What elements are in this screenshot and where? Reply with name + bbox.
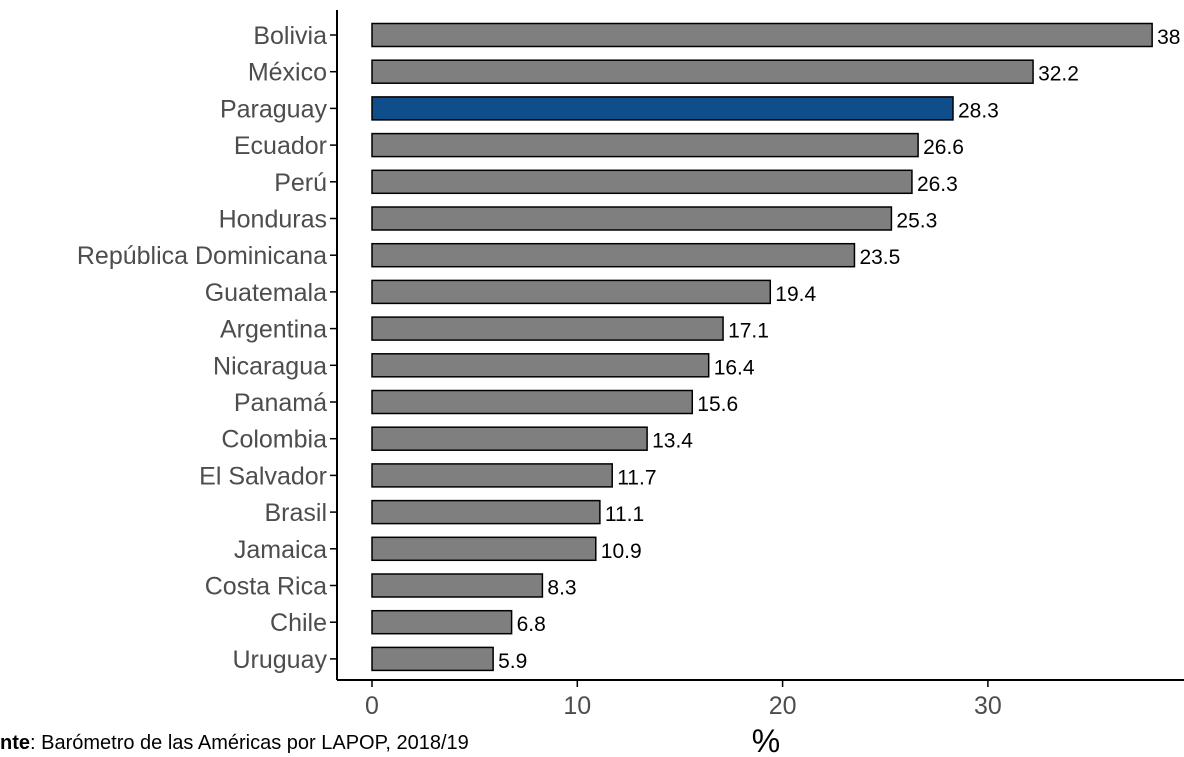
category-label-uruguay: Uruguay [233, 646, 328, 674]
value-label-jamaica: 10.9 [601, 540, 642, 563]
category-label-colombia: Colombia [221, 426, 327, 454]
x-axis: 0 10 20 30 [337, 679, 1184, 720]
bar-ecuador [371, 132, 919, 158]
bar-mexico [371, 59, 1034, 84]
bar-argentina [371, 316, 724, 341]
category-label-ecuador: Ecuador [234, 132, 327, 160]
bar-brasil [371, 499, 601, 525]
bar-el-salvador [371, 463, 613, 488]
category-label-argentina: Argentina [220, 316, 327, 344]
bar-peru [371, 169, 913, 195]
x-axis-title: % [752, 723, 780, 757]
category-label-chile: Chile [270, 609, 327, 637]
bar-guatemala [371, 279, 772, 305]
value-label-nicaragua: 16.4 [714, 356, 755, 379]
category-label-guatemala: Guatemala [205, 279, 327, 307]
value-label-chile: 6.8 [517, 613, 546, 636]
category-label-republica-dominicana: República Dominicana [77, 242, 327, 270]
value-label-bolivia: 38 [1157, 26, 1180, 49]
value-label-costa-rica: 8.3 [547, 577, 576, 600]
category-label-jamaica: Jamaica [234, 536, 327, 564]
source-note-lead: nte [0, 732, 30, 754]
category-label-mexico: México [248, 59, 327, 87]
category-label-panama: Panamá [234, 389, 327, 417]
value-labels-group: 38 32.2 28.3 26.6 26.3 25.3 23.5 19.4 17.1 16.4 15… [498, 26, 1180, 673]
value-label-paraguay: 28.3 [958, 99, 999, 122]
category-label-costa-rica: Costa Rica [205, 573, 327, 601]
source-note-text: : Barómetro de las Américas por LAPOP, 2… [30, 732, 469, 754]
bar-nicaragua [371, 353, 710, 378]
category-label-bolivia: Bolivia [253, 22, 327, 50]
x-tick-label-30: 30 [974, 692, 1002, 720]
bar-colombia [371, 426, 648, 451]
bar-costa-rica [371, 573, 544, 598]
bar-panama [371, 389, 694, 415]
x-tick-label-20: 20 [769, 692, 797, 720]
y-axis: Bolivia México Paraguay Ecuador Perú Honduras… [77, 10, 338, 680]
category-label-peru: Perú [274, 169, 327, 197]
value-label-brasil: 11.1 [605, 503, 644, 526]
category-label-brasil: Brasil [264, 499, 327, 527]
bar-republica-dominicana [371, 242, 856, 268]
value-label-ecuador: 26.6 [923, 136, 964, 159]
value-label-panama: 15.6 [697, 393, 738, 416]
x-tick-label-10: 10 [563, 692, 591, 720]
bars-group [371, 22, 1153, 672]
bar-uruguay [371, 646, 494, 672]
bar-honduras [371, 206, 893, 231]
bar-jamaica [371, 536, 597, 562]
value-label-honduras: 25.3 [896, 210, 937, 233]
bar-chile [371, 609, 513, 635]
value-label-mexico: 32.2 [1038, 63, 1079, 86]
bar-bolivia [371, 22, 1153, 48]
value-label-peru: 26.3 [917, 173, 958, 196]
value-label-uruguay: 5.9 [498, 650, 527, 673]
bar-paraguay [371, 96, 954, 121]
value-label-republica-dominicana: 23.5 [859, 246, 900, 269]
category-label-nicaragua: Nicaragua [213, 352, 327, 380]
category-label-paraguay: Paraguay [220, 95, 328, 123]
value-label-argentina: 17.1 [728, 320, 769, 343]
category-label-honduras: Honduras [219, 206, 327, 234]
source-note: nte: Barómetro de las Américas por LAPOP… [0, 730, 760, 757]
category-label-el-salvador: El Salvador [199, 462, 327, 490]
value-label-guatemala: 19.4 [775, 283, 816, 306]
value-label-colombia: 13.4 [652, 430, 693, 453]
value-label-el-salvador: 11.7 [617, 466, 656, 489]
x-tick-label-0: 0 [365, 692, 379, 720]
